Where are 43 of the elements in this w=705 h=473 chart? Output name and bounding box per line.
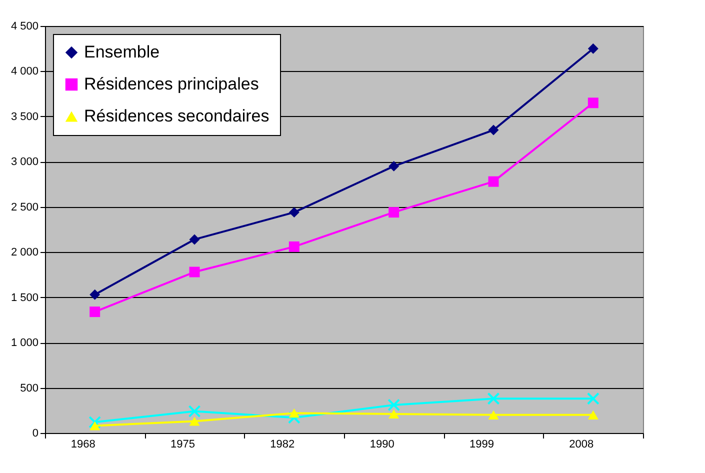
y-tick-label: 3 000 [10,156,38,168]
point [90,289,100,300]
point [586,392,600,405]
legend-label: Résidences principales [84,74,259,94]
point [288,207,300,218]
legend-label: Résidences secondaires [84,106,270,126]
point [388,160,400,172]
y-tick-label: 3 500 [10,110,38,123]
point [588,410,598,420]
point [189,416,200,426]
y-tick-label: 2 000 [10,246,38,259]
x-tick-label: 1975 [170,438,195,450]
point [488,410,499,420]
legend-label: Ensemble [84,42,160,62]
point [388,398,400,412]
point [288,408,300,418]
x-tick-label: 1990 [370,438,394,450]
point [388,409,400,419]
x-tick-label: 1982 [270,438,295,450]
x-tick-label: 1999 [470,438,494,450]
x-tick-label: 1968 [70,438,96,450]
point [189,266,200,278]
y-tick-label: 4 500 [10,20,38,32]
point [388,207,400,218]
point [188,405,201,418]
point [588,43,598,54]
y-tick-label: 1 500 [10,292,38,304]
y-tick-label: 1 000 [10,337,38,350]
point [488,176,499,187]
y-tick-label: 0 [32,428,38,440]
point [90,306,100,318]
y-tick-label: 4 000 [10,66,38,78]
point [189,234,200,245]
point [288,241,300,252]
x-tick-label: 2008 [569,438,594,450]
point [288,411,300,424]
point [488,124,499,136]
point [588,98,598,108]
point [487,392,500,405]
y-tick-label: 2 500 [10,201,38,214]
point [88,416,102,428]
point [90,421,100,430]
y-tick-label: 500 [20,382,38,394]
